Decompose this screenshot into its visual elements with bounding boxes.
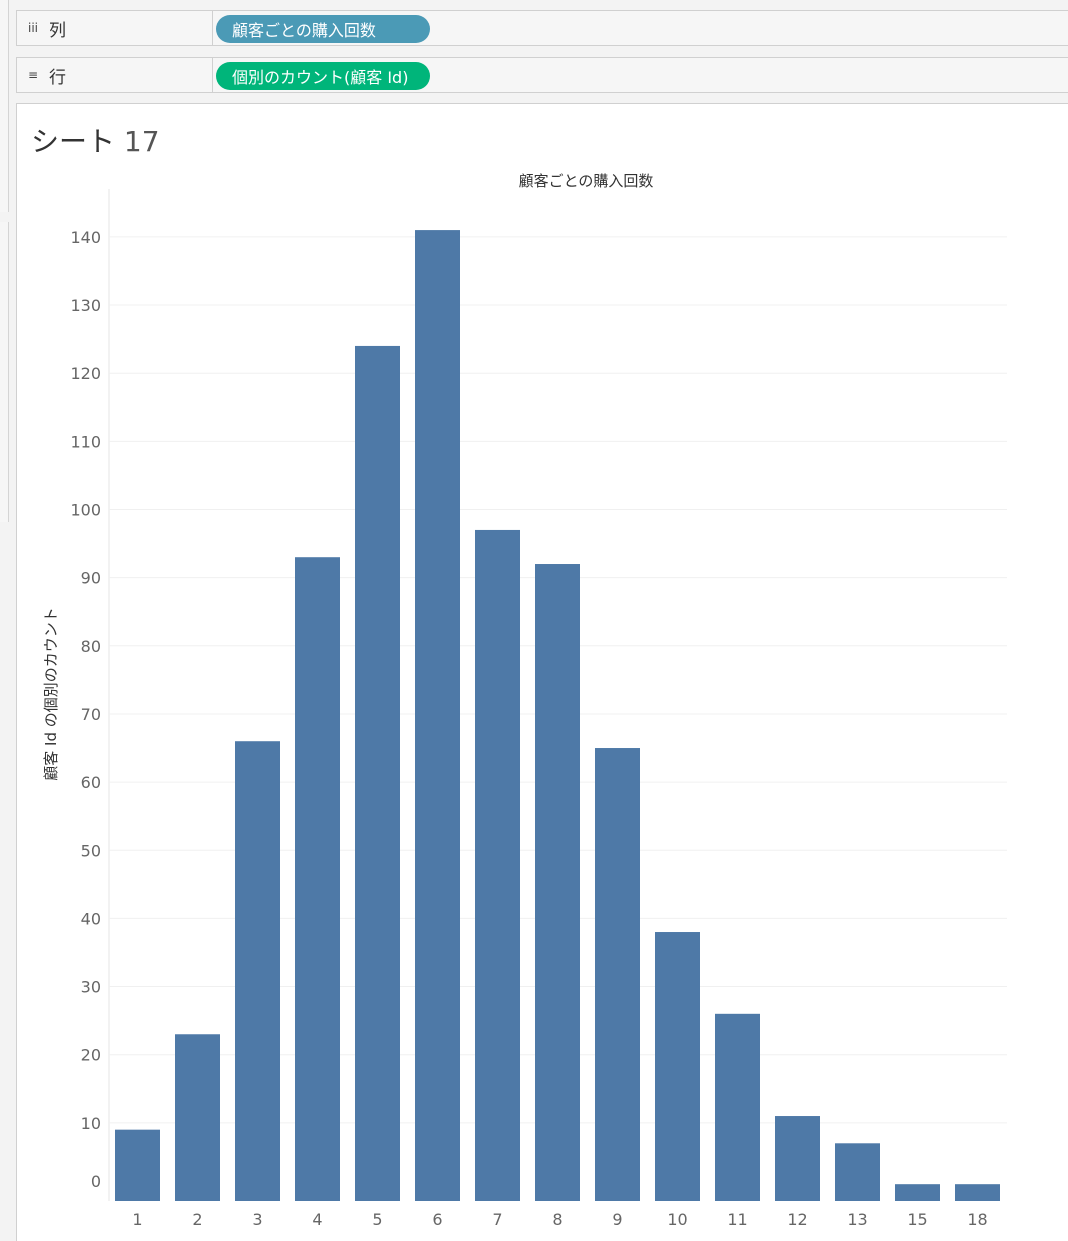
y-tick-label: 10	[81, 1114, 101, 1133]
x-tick-label: 4	[312, 1210, 322, 1229]
y-tick-label: 30	[81, 978, 101, 997]
y-tick-label: 70	[81, 705, 101, 724]
columns-shelf: iii 列 顧客ごとの購入回数	[16, 10, 1068, 46]
x-tick-label: 15	[907, 1210, 927, 1229]
left-panel-segment	[0, 222, 9, 522]
bar	[415, 230, 460, 1202]
x-tick-label: 8	[552, 1210, 562, 1229]
y-tick-label: 90	[81, 569, 101, 588]
x-tick-label: 9	[612, 1210, 622, 1229]
rows-icon: ≡	[27, 68, 39, 82]
columns-shelf-label: iii 列	[17, 11, 213, 45]
x-tick-label: 13	[847, 1210, 867, 1229]
bar	[895, 1184, 940, 1201]
bar	[295, 557, 340, 1201]
sheet-title: シート 17	[31, 120, 160, 160]
left-panel-segment	[0, 0, 9, 212]
bar	[775, 1116, 820, 1201]
bar	[535, 564, 580, 1201]
y-tick-label: 20	[81, 1046, 101, 1065]
x-tick-label: 2	[192, 1210, 202, 1229]
left-panel-edge	[0, 0, 9, 1241]
y-tick-label: 140	[70, 228, 101, 247]
y-tick-label: 60	[81, 773, 101, 792]
y-tick-label: 40	[81, 909, 101, 928]
chart-title: 顧客ごとの購入回数	[519, 172, 654, 190]
bar	[475, 529, 520, 1201]
bar	[595, 748, 640, 1201]
worksheet-view: シート 17 顧客ごとの購入回数 0 10 20 30 40 50 60 70 80 90 100 11…	[16, 103, 1068, 1241]
y-tick-label: 120	[70, 364, 101, 383]
x-tick-label: 18	[967, 1210, 987, 1229]
columns-label: 列	[49, 20, 66, 41]
bar	[955, 1184, 1000, 1201]
x-tick-label: 1	[132, 1210, 142, 1229]
x-tick-label: 10	[667, 1210, 687, 1229]
rows-label: 行	[49, 67, 66, 88]
bar	[835, 1143, 880, 1201]
y-tick-label: 100	[70, 501, 101, 520]
sheet-title-number: 17	[123, 125, 160, 158]
x-tick-label: 5	[372, 1210, 382, 1229]
columns-icon: iii	[27, 21, 38, 35]
y-tick-label: 130	[70, 296, 101, 315]
bar	[235, 741, 280, 1201]
y-tick-label: 80	[81, 637, 101, 656]
bar	[115, 1129, 160, 1201]
x-tick-label: 12	[787, 1210, 807, 1229]
y-tick-label: 0	[91, 1172, 101, 1191]
x-tick-label: 6	[432, 1210, 442, 1229]
rows-shelf: ≡ 行 個別のカウント(顧客 Id)	[16, 57, 1068, 93]
x-tick-label: 11	[727, 1210, 747, 1229]
bar-chart: 顧客ごとの購入回数0102030405060708090100110120130…	[42, 172, 1007, 1229]
columns-field-pill[interactable]: 顧客ごとの購入回数	[216, 15, 430, 43]
bar	[175, 1034, 220, 1201]
y-tick-label: 110	[70, 432, 101, 451]
rows-field-pill[interactable]: 個別のカウント(顧客 Id)	[216, 62, 430, 90]
sheet-title-prefix: シート	[31, 125, 116, 158]
x-tick-label: 7	[492, 1210, 502, 1229]
y-axis-title: 顧客 Id の個別のカウント	[42, 607, 60, 780]
bar	[655, 932, 700, 1201]
y-tick-label: 50	[81, 841, 101, 860]
bar	[355, 345, 400, 1201]
rows-shelf-label: ≡ 行	[17, 58, 213, 92]
bar	[715, 1013, 760, 1201]
x-tick-label: 3	[252, 1210, 262, 1229]
